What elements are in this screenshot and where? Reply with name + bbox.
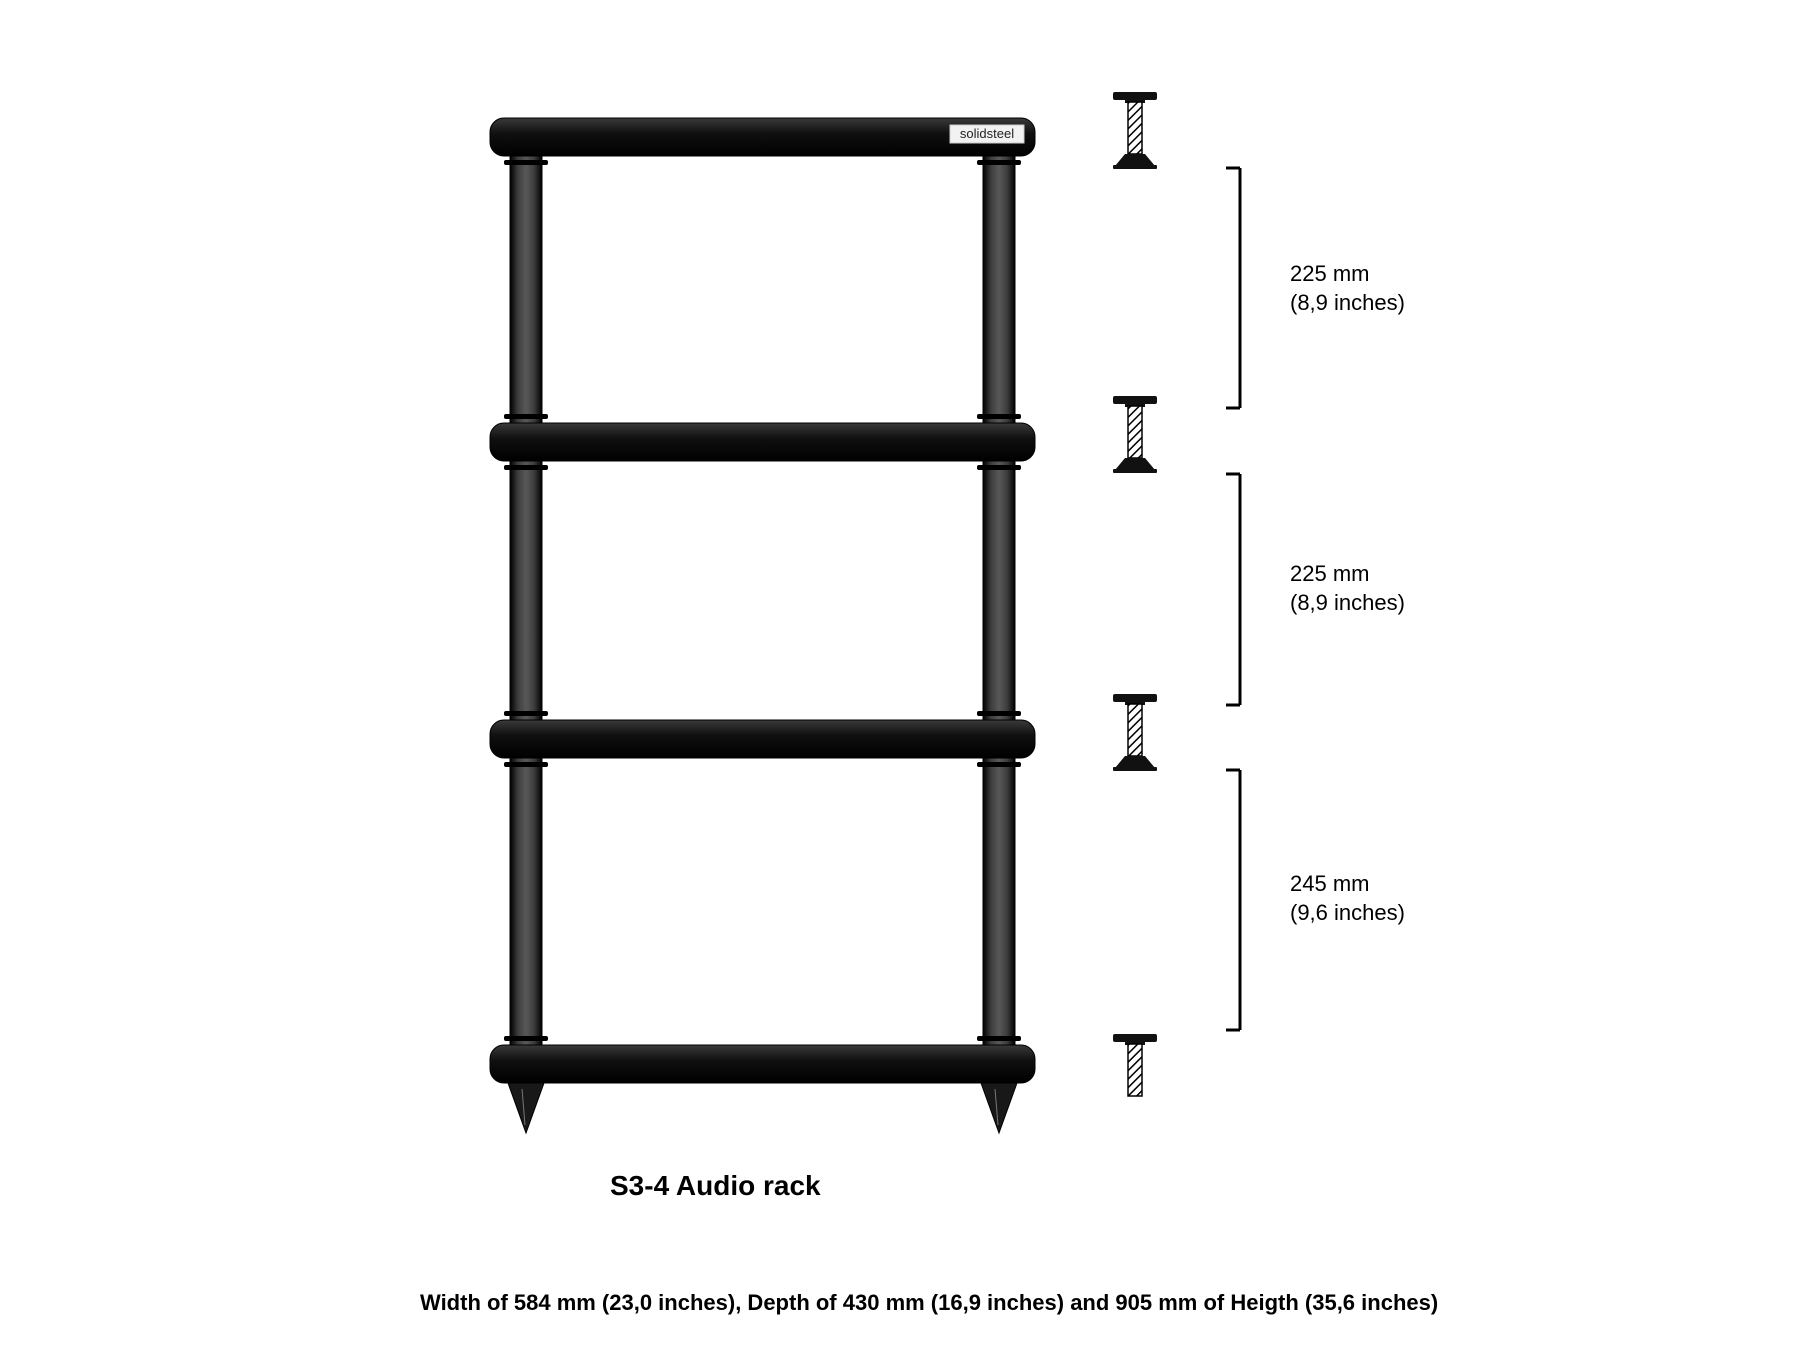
dimensions-footer: Width of 584 mm (23,0 inches), Depth of … — [420, 1290, 1438, 1316]
dimension-inches: (8,9 inches) — [1290, 289, 1405, 318]
dimension-label: 225 mm(8,9 inches) — [1290, 560, 1405, 617]
connector-icons — [1113, 92, 1157, 1096]
product-title: S3-4 Audio rack — [610, 1170, 821, 1202]
dimension-brackets — [1226, 168, 1240, 1030]
dimension-label: 245 mm(9,6 inches) — [1290, 870, 1405, 927]
dimension-inches: (9,6 inches) — [1290, 899, 1405, 928]
dimension-label: 225 mm(8,9 inches) — [1290, 260, 1405, 317]
dimension-mm: 245 mm — [1290, 870, 1405, 899]
dimension-mm: 225 mm — [1290, 260, 1405, 289]
rack-illustration: solidsteel — [490, 118, 1035, 1133]
dimension-mm: 225 mm — [1290, 560, 1405, 589]
diagram-canvas: solidsteel — [0, 0, 1800, 1350]
brand-label: solidsteel — [960, 126, 1014, 141]
dimension-inches: (8,9 inches) — [1290, 589, 1405, 618]
